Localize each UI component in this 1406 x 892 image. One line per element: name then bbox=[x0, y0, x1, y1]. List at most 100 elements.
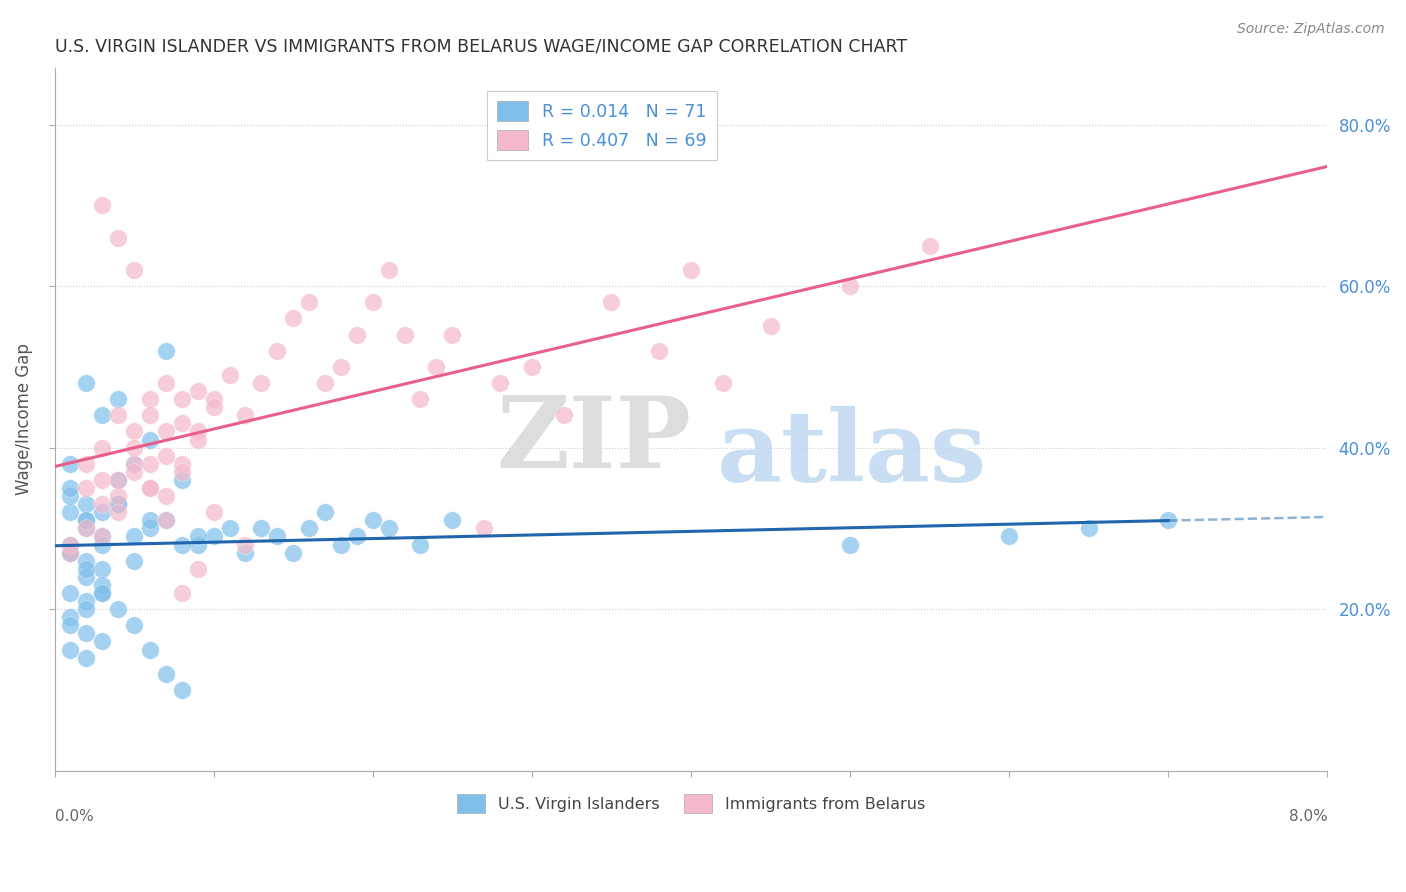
Point bbox=[187, 384, 209, 398]
Point bbox=[107, 230, 129, 244]
Point bbox=[75, 513, 97, 527]
Point bbox=[409, 537, 432, 551]
Point bbox=[839, 279, 862, 293]
Point bbox=[59, 610, 82, 624]
Point bbox=[91, 441, 114, 455]
Text: ZIP: ZIP bbox=[496, 392, 690, 489]
Point bbox=[187, 433, 209, 447]
Point bbox=[75, 562, 97, 576]
Point bbox=[170, 457, 193, 471]
Point bbox=[298, 295, 321, 310]
Point bbox=[441, 513, 464, 527]
Point bbox=[155, 376, 177, 390]
Point bbox=[59, 489, 82, 503]
Point bbox=[91, 586, 114, 600]
Point bbox=[346, 327, 368, 342]
Legend: U.S. Virgin Islanders, Immigrants from Belarus: U.S. Virgin Islanders, Immigrants from B… bbox=[450, 788, 932, 819]
Point bbox=[75, 376, 97, 390]
Point bbox=[91, 537, 114, 551]
Point bbox=[122, 529, 145, 543]
Point bbox=[75, 497, 97, 511]
Point bbox=[75, 650, 97, 665]
Point bbox=[218, 368, 240, 382]
Point bbox=[235, 537, 257, 551]
Point bbox=[283, 546, 305, 560]
Point bbox=[75, 602, 97, 616]
Point bbox=[75, 521, 97, 535]
Point bbox=[139, 433, 162, 447]
Point bbox=[59, 505, 82, 519]
Point bbox=[187, 529, 209, 543]
Point bbox=[250, 376, 273, 390]
Point bbox=[139, 642, 162, 657]
Point bbox=[91, 562, 114, 576]
Text: 8.0%: 8.0% bbox=[1289, 809, 1327, 824]
Point bbox=[59, 457, 82, 471]
Point bbox=[155, 343, 177, 358]
Point bbox=[107, 602, 129, 616]
Point bbox=[139, 481, 162, 495]
Point bbox=[107, 505, 129, 519]
Point bbox=[202, 392, 225, 406]
Point bbox=[91, 529, 114, 543]
Point bbox=[91, 529, 114, 543]
Point bbox=[75, 570, 97, 584]
Point bbox=[59, 546, 82, 560]
Point bbox=[59, 546, 82, 560]
Point bbox=[139, 521, 162, 535]
Point bbox=[170, 465, 193, 479]
Point bbox=[202, 505, 225, 519]
Y-axis label: Wage/Income Gap: Wage/Income Gap bbox=[15, 343, 32, 495]
Point bbox=[553, 409, 575, 423]
Point bbox=[1157, 513, 1180, 527]
Point bbox=[75, 594, 97, 608]
Point bbox=[235, 546, 257, 560]
Text: 0.0%: 0.0% bbox=[55, 809, 93, 824]
Text: atlas: atlas bbox=[717, 406, 987, 503]
Point bbox=[711, 376, 734, 390]
Point bbox=[329, 537, 352, 551]
Point bbox=[122, 618, 145, 632]
Point bbox=[107, 409, 129, 423]
Point bbox=[155, 425, 177, 439]
Point bbox=[441, 327, 464, 342]
Point bbox=[250, 521, 273, 535]
Point bbox=[91, 497, 114, 511]
Point bbox=[202, 401, 225, 415]
Point bbox=[122, 457, 145, 471]
Point bbox=[155, 666, 177, 681]
Point bbox=[187, 537, 209, 551]
Point bbox=[170, 586, 193, 600]
Point bbox=[648, 343, 671, 358]
Point bbox=[394, 327, 416, 342]
Text: Source: ZipAtlas.com: Source: ZipAtlas.com bbox=[1237, 22, 1385, 37]
Point bbox=[59, 537, 82, 551]
Point bbox=[75, 481, 97, 495]
Point bbox=[202, 529, 225, 543]
Point bbox=[122, 425, 145, 439]
Point bbox=[679, 263, 702, 277]
Point bbox=[91, 505, 114, 519]
Point bbox=[1077, 521, 1099, 535]
Point bbox=[409, 392, 432, 406]
Point bbox=[170, 473, 193, 487]
Point bbox=[218, 521, 240, 535]
Point bbox=[139, 481, 162, 495]
Point bbox=[170, 392, 193, 406]
Point bbox=[59, 618, 82, 632]
Point bbox=[122, 263, 145, 277]
Point bbox=[139, 457, 162, 471]
Point bbox=[155, 513, 177, 527]
Point bbox=[59, 537, 82, 551]
Point bbox=[91, 198, 114, 212]
Point bbox=[91, 634, 114, 648]
Point bbox=[59, 481, 82, 495]
Point bbox=[155, 489, 177, 503]
Point bbox=[489, 376, 512, 390]
Point bbox=[170, 537, 193, 551]
Point bbox=[998, 529, 1021, 543]
Point bbox=[107, 392, 129, 406]
Point bbox=[75, 457, 97, 471]
Point bbox=[361, 513, 384, 527]
Point bbox=[59, 546, 82, 560]
